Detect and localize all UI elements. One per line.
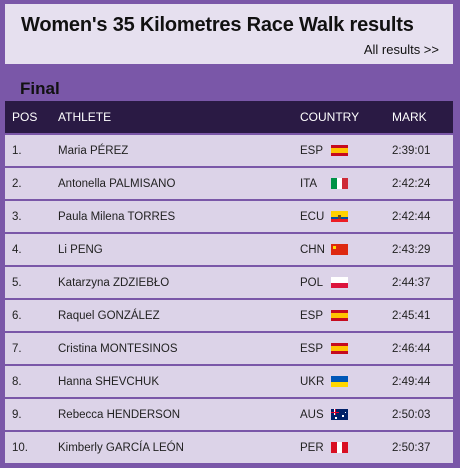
result-mark: 2:45:41 [392, 309, 431, 322]
athlete-name[interactable]: Paula Milena TORRES [58, 210, 176, 223]
country-code: ESP [300, 309, 324, 322]
flag-cell [331, 135, 348, 166]
result-position: 7. [12, 342, 22, 355]
athlete-name[interactable]: Li PENG [58, 243, 103, 256]
flag-cell [331, 267, 348, 298]
table-row: 5. Katarzyna ZDZIEBŁO POL 2:44:37 [5, 265, 453, 298]
australia-flag-icon [331, 409, 348, 420]
result-position: 8. [12, 375, 22, 388]
table-row: 6. Raquel GONZÁLEZ ESP 2:45:41 [5, 298, 453, 331]
country-code: ITA [300, 177, 318, 190]
result-position: 1. [12, 144, 22, 157]
italy-flag-icon [331, 178, 348, 189]
spain-flag-icon [331, 310, 348, 321]
result-mark: 2:42:44 [392, 210, 431, 223]
result-position: 2. [12, 177, 22, 190]
result-position: 3. [12, 210, 22, 223]
result-position: 5. [12, 276, 22, 289]
country-code: CHN [300, 243, 325, 256]
athlete-name[interactable]: Cristina MONTESINOS [58, 342, 178, 355]
country-code: PER [300, 441, 324, 454]
athlete-name[interactable]: Kimberly GARCÍA LEÓN [58, 441, 184, 454]
country-code: POL [300, 276, 324, 289]
flag-cell [331, 234, 348, 265]
ukraine-flag-icon [331, 376, 348, 387]
table-row: 4. Li PENG CHN 2:43:29 [5, 232, 453, 265]
table-row: 9. Rebecca HENDERSON AUS 2:50:03 [5, 397, 453, 430]
results-table: POS ATHLETE COUNTRY MARK 1. Maria PÉREZ ES… [5, 101, 453, 463]
result-mark: 2:42:24 [392, 177, 431, 190]
flag-cell [331, 333, 348, 364]
result-position: 4. [12, 243, 22, 256]
athlete-name[interactable]: Hanna SHEVCHUK [58, 375, 159, 388]
country-code: UKR [300, 375, 325, 388]
table-header: POS ATHLETE COUNTRY MARK [5, 101, 453, 133]
spain-flag-icon [331, 145, 348, 156]
spain-flag-icon [331, 343, 348, 354]
page-title: Women's 35 Kilometres Race Walk results [21, 14, 414, 36]
column-header-country: COUNTRY [300, 110, 360, 124]
result-mark: 2:50:03 [392, 408, 431, 421]
flag-cell [331, 300, 348, 331]
result-mark: 2:46:44 [392, 342, 431, 355]
china-flag-icon [331, 244, 348, 255]
ecuador-flag-icon [331, 211, 348, 222]
table-row: 2. Antonella PALMISANO ITA 2:42:24 [5, 166, 453, 199]
flag-cell [331, 168, 348, 199]
result-mark: 2:50:37 [392, 441, 431, 454]
flag-cell [331, 366, 348, 397]
table-row: 1. Maria PÉREZ ESP 2:39:01 [5, 133, 453, 166]
table-row: 3. Paula Milena TORRES ECU 2:42:44 [5, 199, 453, 232]
flag-cell [331, 432, 348, 463]
poland-flag-icon [331, 277, 348, 288]
table-row: 10. Kimberly GARCÍA LEÓN PER 2:50:37 [5, 430, 453, 463]
column-header-mark: MARK [392, 110, 427, 124]
athlete-name[interactable]: Maria PÉREZ [58, 144, 129, 157]
table-row: 7. Cristina MONTESINOS ESP 2:46:44 [5, 331, 453, 364]
result-position: 6. [12, 309, 22, 322]
section-title-final: Final [20, 79, 60, 98]
peru-flag-icon [331, 442, 348, 453]
result-position: 9. [12, 408, 22, 421]
all-results-link[interactable]: All results >> [363, 42, 439, 57]
athlete-name[interactable]: Raquel GONZÁLEZ [58, 309, 160, 322]
flag-cell [331, 201, 348, 232]
athlete-name[interactable]: Antonella PALMISANO [58, 177, 176, 190]
result-mark: 2:43:29 [392, 243, 431, 256]
athlete-name[interactable]: Katarzyna ZDZIEBŁO [58, 276, 170, 289]
result-position: 10. [12, 441, 28, 454]
column-header-pos: POS [12, 110, 38, 124]
country-code: ESP [300, 144, 324, 157]
country-code: AUS [300, 408, 324, 421]
country-code: ESP [300, 342, 324, 355]
result-mark: 2:39:01 [392, 144, 431, 157]
results-header: Women's 35 Kilometres Race Walk results … [5, 4, 453, 64]
flag-cell [331, 399, 348, 430]
result-mark: 2:49:44 [392, 375, 431, 388]
table-row: 8. Hanna SHEVCHUK UKR 2:49:44 [5, 364, 453, 397]
athlete-name[interactable]: Rebecca HENDERSON [58, 408, 181, 421]
column-header-athlete: ATHLETE [58, 110, 112, 124]
country-code: ECU [300, 210, 325, 223]
result-mark: 2:44:37 [392, 276, 431, 289]
